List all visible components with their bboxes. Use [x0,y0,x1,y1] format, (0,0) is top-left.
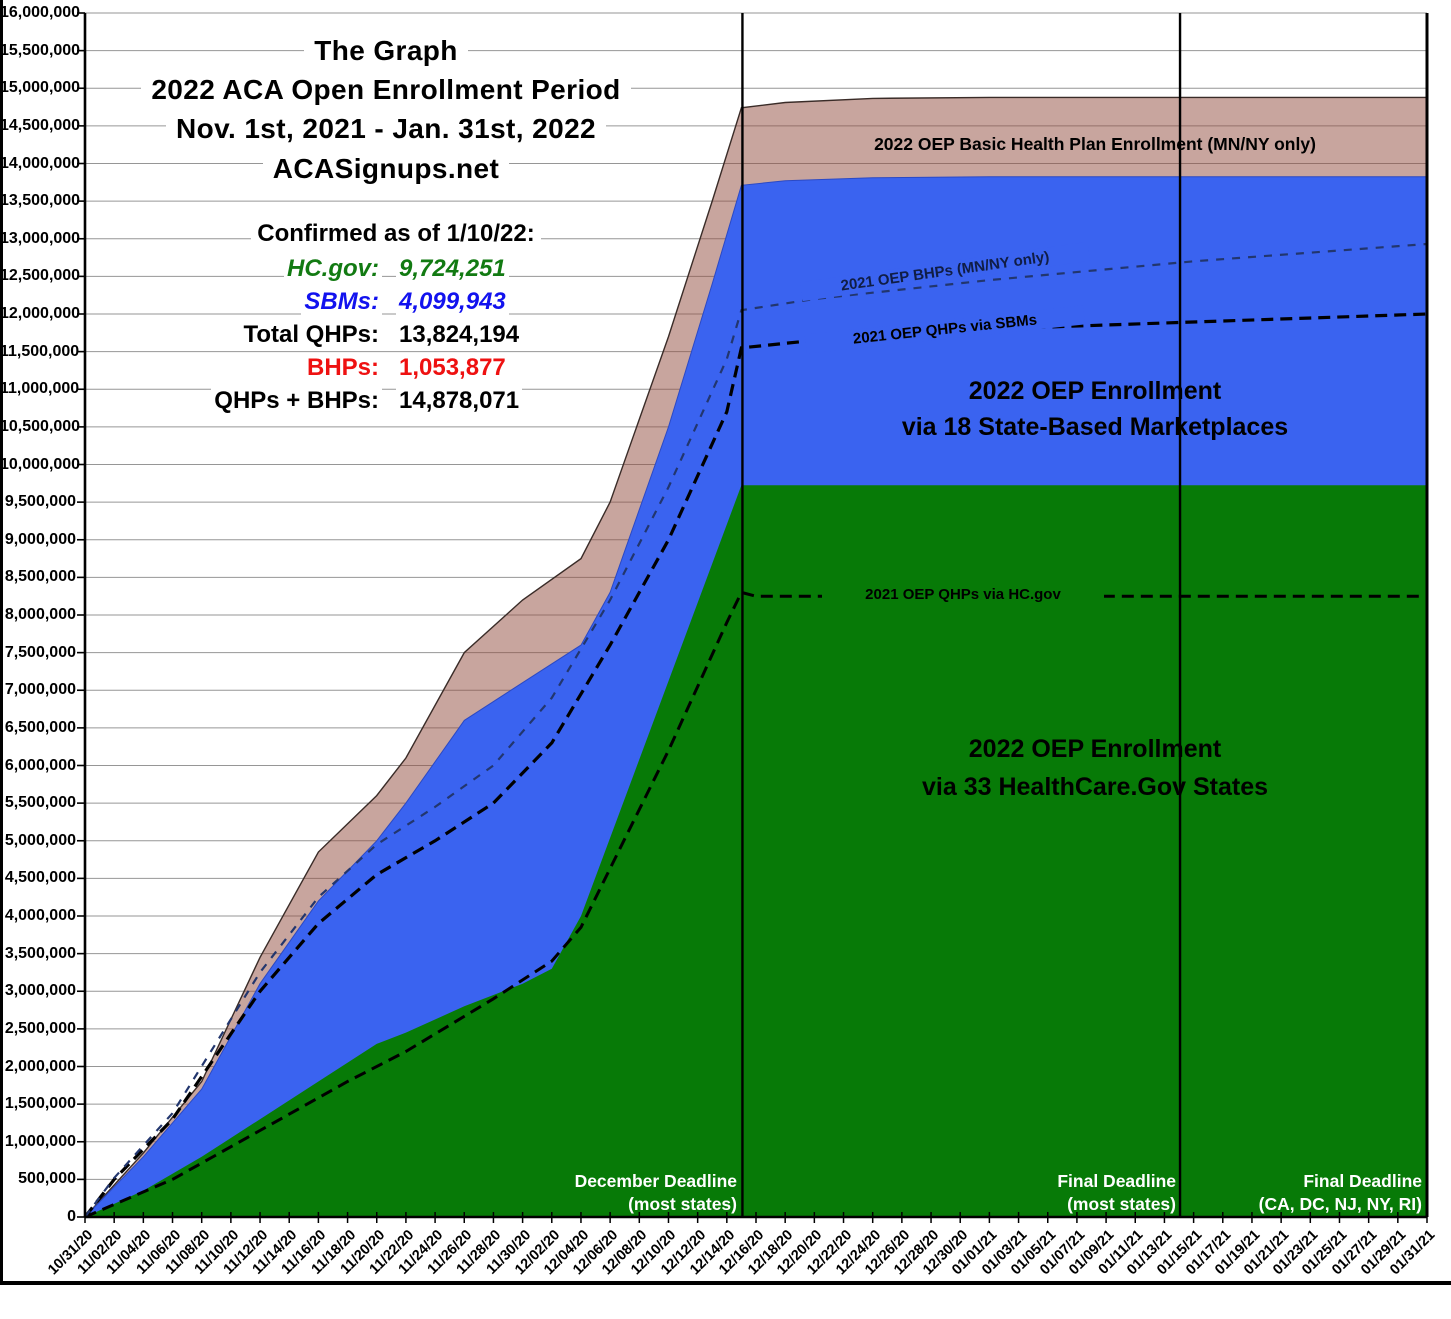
bhp-band-top-edge [84,96,1427,1218]
y-axis-label: 14,500,000 [0,116,81,134]
stats-row: SBMs: 4,099,943 [110,286,610,319]
y-axis-label: 11,000,000 [0,380,80,398]
y-axis-label: 6,500,000 [4,718,76,736]
stats-text: HC.gov: [284,255,382,282]
stats-block: HC.gov: 9,724,251 SBMs: 4,099,943 Total QHPs… [110,253,610,418]
refline-bhp21 [84,242,1428,1218]
stats-row: Total QHPs: 13,824,194 [110,319,610,352]
december-deadline-label: December Deadline (most states) [437,1170,737,1216]
sbm-area-label-line1: 2022 OEP Enrollment [968,377,1222,405]
sbm-area-label-line2: via 18 State-Based Marketplaces [901,413,1289,441]
chart-svg [77,12,1429,1223]
chart-stage: 0 500,000 1,000,000 1,500,000 2,000,000 2,500… [0,0,1451,1285]
december-deadline-line1: December Deadline [574,1171,737,1191]
stats-text: 1,053,877 [396,354,509,381]
hcgov-area-label-line1: 2022 OEP Enrollment [968,735,1222,763]
area-hcgov22 [85,485,1427,1217]
hcgov21-line-label: 2021 OEP QHPs via HC.gov [822,584,1104,605]
y-axis-label: 4,500,000 [4,869,76,887]
y-axis-label: 10,000,000 [0,455,81,473]
stats-text: 4,099,943 [396,288,509,315]
stats-heading: Confirmed as of 1/10/22: [150,220,642,248]
final-deadline2-line1: Final Deadline [1303,1171,1422,1191]
refline-sbm21 [83,312,1428,1218]
december-deadline-line2: (most states) [628,1194,737,1214]
y-axis-label: 2,500,000 [4,1019,76,1037]
y-axis-label: 15,500,000 [0,41,81,59]
y-axis-label: 7,500,000 [4,643,76,661]
y-axis-label: 3,500,000 [4,944,76,962]
site-name: ACASignups.net [85,151,687,187]
stats-text: 13,824,194 [396,321,523,348]
stats-text: QHPs + BHPs: [211,387,382,414]
stats-text: 14,878,071 [396,387,523,414]
final-deadline2-line2: (CA, DC, NJ, NY, RI) [1258,1194,1422,1214]
y-axis-label: 0 [67,1208,76,1225]
y-axis-label: 8,000,000 [4,606,76,623]
chart-date-range: Nov. 1st, 2021 - Jan. 31st, 2022 [85,111,687,147]
y-axis-label: 10,500,000 [0,417,81,435]
y-axis-label: 1,000,000 [4,1132,76,1150]
y-axis-label: 4,000,000 [4,907,76,924]
stats-row: BHPs: 1,053,877 [110,352,610,385]
y-axis-label: 16,000,000 [0,4,81,21]
final-deadline1-line2: (most states) [1067,1194,1176,1214]
chart-title: The Graph [85,33,687,69]
y-axis-label: 5,500,000 [4,794,76,812]
y-axis-label: 1,500,000 [4,1095,76,1113]
y-axis-label: 14,000,000 [0,154,81,172]
y-axis-label: 11,500,000 [0,342,80,360]
y-axis-label: 6,000,000 [4,756,76,774]
window-left-border [0,0,3,1285]
window-bottom-border [0,1281,1451,1285]
refline-hcgov21 [84,590,1427,1219]
y-axis-label: 9,000,000 [4,530,76,548]
final-deadline-most-states-label: Final Deadline (most states) [876,1170,1176,1216]
y-axis-label: 2,000,000 [4,1057,76,1075]
y-axis-label: 9,500,000 [4,493,76,511]
y-axis-label: 12,000,000 [0,305,81,322]
sbm-area-top-edge [84,176,1427,1218]
stats-row: HC.gov: 9,724,251 [110,253,610,286]
y-axis-label: 3,000,000 [4,982,76,1000]
y-axis-label: 15,000,000 [0,79,81,97]
y-axis-label: 8,500,000 [4,568,76,586]
stats-text: BHPs: [303,354,382,381]
hcgov-area-label-line2: via 33 HealthCare.Gov States [922,773,1268,801]
chart-subtitle: 2022 ACA Open Enrollment Period [85,72,687,108]
stats-text: Total QHPs: [240,321,382,348]
y-axis-label: 7,000,000 [4,681,76,699]
y-axis-label: 13,500,000 [0,192,81,210]
stats-text: 9,724,251 [396,255,509,282]
y-axis-label: 5,000,000 [4,831,76,849]
y-axis-label: 13,000,000 [0,229,81,247]
stats-text: SBMs: [301,288,382,315]
y-axis-label: 12,500,000 [0,267,81,285]
final-deadline1-line1: Final Deadline [1057,1171,1176,1191]
stats-row: QHPs + BHPs: 14,878,071 [110,385,610,418]
bhp-band-label: 2022 OEP Basic Health Plan Enrollment (M… [874,134,1316,154]
final-deadline-ca-dc-nj-ny-ri-label: Final Deadline (CA, DC, NJ, NY, RI) [1092,1170,1422,1216]
y-axis-label: 500,000 [18,1170,76,1188]
